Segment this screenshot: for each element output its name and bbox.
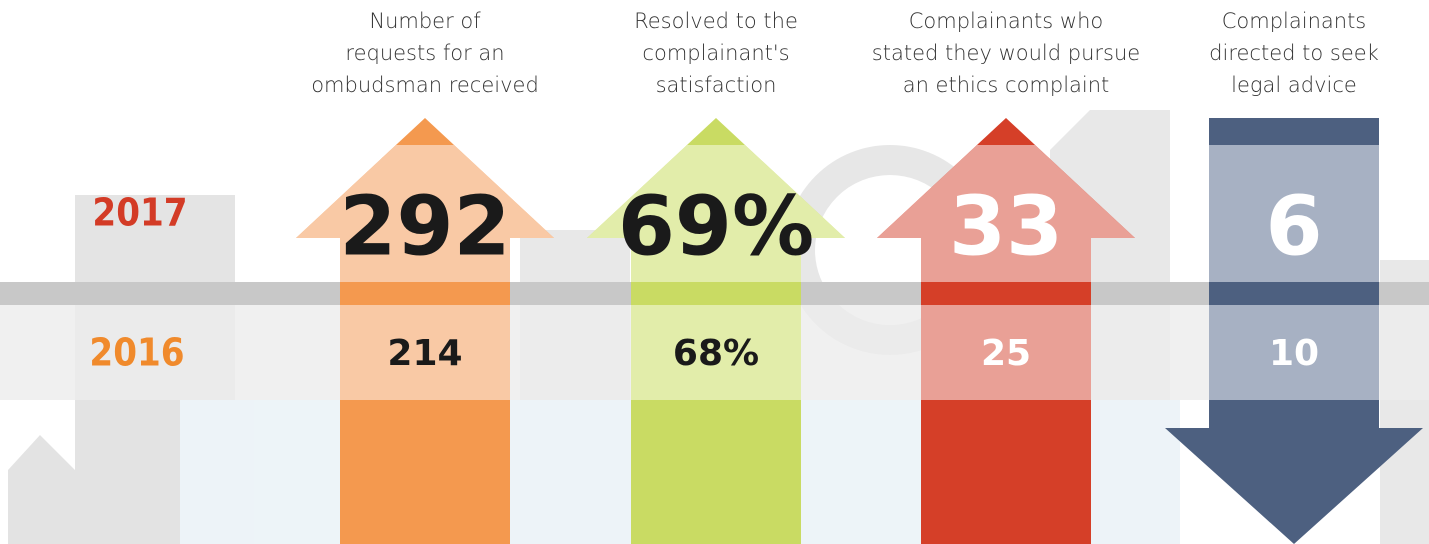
column-label: complainant's [642,41,789,65]
infographic: 2017 2016 Number of requests for an ombuds… [0,0,1429,544]
column-label: ombudsman received [311,73,539,97]
column-label: requests for an [345,41,504,65]
column-label: directed to seek [1209,41,1379,65]
value-2016: 25 [981,333,1031,374]
value-2016: 68% [673,333,759,374]
column-label: legal advice [1231,73,1357,97]
value-2017: 6 [1265,179,1322,274]
column-label: Complainants who [909,9,1104,33]
value-2016: 10 [1269,333,1319,374]
column-label: satisfaction [656,73,777,97]
column-label: Resolved to the [634,9,798,33]
column-label: Complainants [1222,9,1367,33]
value-2017: 33 [949,179,1063,274]
column-label: Number of [369,9,481,33]
value-2017: 69% [618,179,814,274]
column-label: an ethics complaint [903,73,1110,97]
year-label: 2017 [92,191,187,235]
value-2017: 292 [339,179,510,274]
year-label: 2016 [89,331,184,375]
column-label: stated they would pursue [872,41,1140,65]
value-2016: 214 [387,333,462,374]
